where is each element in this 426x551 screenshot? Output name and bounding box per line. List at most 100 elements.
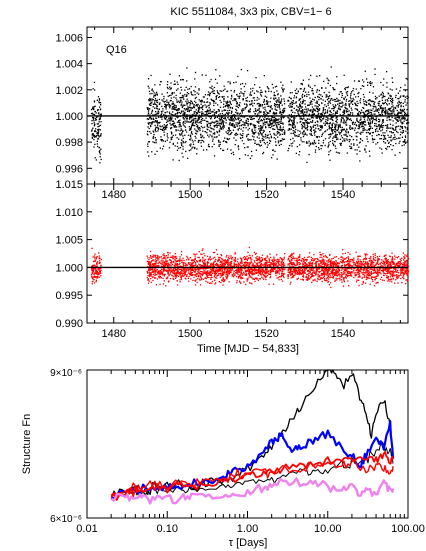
data-point: [185, 275, 188, 277]
data-point: [262, 274, 264, 276]
data-point: [98, 147, 100, 149]
data-point: [268, 88, 270, 90]
data-point: [207, 274, 209, 277]
data-point: [334, 141, 336, 143]
data-point: [328, 107, 330, 109]
data-point: [272, 149, 274, 151]
data-point: [358, 121, 360, 123]
data-point: [303, 118, 305, 120]
data-point: [275, 104, 278, 106]
data-point: [316, 136, 319, 138]
data-point: [166, 270, 168, 272]
data-point: [239, 257, 242, 259]
data-point: [202, 265, 204, 267]
data-point: [266, 99, 268, 102]
data-point: [258, 137, 260, 139]
data-point: [329, 122, 332, 124]
data-point: [363, 121, 365, 123]
data-point: [166, 86, 169, 89]
data-point: [156, 101, 158, 103]
data-point: [267, 256, 269, 258]
data-point: [214, 256, 216, 259]
data-point: [182, 121, 185, 123]
data-point: [304, 103, 306, 105]
data-point: [260, 274, 262, 276]
data-point: [297, 106, 299, 108]
data-point: [219, 120, 221, 122]
data-point: [95, 281, 97, 283]
data-point: [379, 106, 382, 109]
data-point: [184, 268, 187, 270]
data-point: [257, 121, 259, 123]
data-point: [235, 263, 237, 265]
data-point: [216, 95, 218, 97]
data-point: [164, 140, 166, 143]
data-point: [169, 256, 171, 258]
data-point: [354, 108, 356, 110]
data-point: [156, 265, 158, 267]
data-point: [172, 142, 174, 145]
data-point: [355, 88, 357, 90]
data-point: [99, 260, 101, 262]
data-point: [202, 130, 204, 132]
data-point: [274, 120, 276, 122]
data-point: [229, 109, 231, 112]
data-point: [394, 138, 396, 141]
data-point: [221, 121, 223, 124]
data-point: [219, 273, 221, 275]
data-point: [383, 136, 385, 138]
data-point: [391, 77, 393, 79]
data-point: [169, 107, 171, 109]
data-point: [317, 106, 319, 108]
data-point: [272, 128, 274, 130]
data-point: [156, 108, 159, 110]
data-point: [244, 122, 246, 124]
data-point: [147, 118, 150, 120]
data-point: [292, 116, 294, 118]
data-point: [216, 126, 218, 128]
data-point: [345, 107, 347, 109]
data-point: [289, 124, 291, 126]
data-point: [237, 275, 240, 277]
data-point: [217, 120, 219, 122]
data-point: [152, 141, 154, 143]
data-point: [396, 120, 399, 122]
data-point: [282, 89, 284, 91]
data-point: [349, 128, 351, 130]
data-point: [341, 96, 343, 99]
data-point: [149, 263, 151, 265]
data-point: [404, 84, 406, 86]
data-point: [179, 262, 181, 264]
data-point: [382, 96, 384, 98]
data-point: [178, 138, 180, 140]
data-point: [157, 110, 159, 113]
data-point: [93, 255, 96, 257]
data-point: [265, 91, 267, 93]
data-point: [266, 262, 268, 264]
data-point: [94, 260, 97, 262]
data-point: [177, 108, 179, 110]
data-point: [260, 119, 263, 121]
data-point: [164, 255, 166, 257]
data-point: [199, 267, 202, 270]
data-point: [97, 126, 99, 128]
data-point: [183, 259, 185, 262]
data-point: [260, 129, 262, 131]
data-point: [265, 260, 267, 262]
data-point: [240, 264, 242, 266]
data-point: [329, 118, 331, 120]
data-point: [236, 266, 238, 268]
data-point: [269, 131, 271, 133]
data-point: [204, 270, 206, 272]
data-point: [312, 92, 314, 94]
data-point: [268, 260, 271, 262]
data-point: [93, 120, 95, 122]
data-point: [322, 118, 325, 120]
data-point: [148, 155, 150, 157]
data-point: [310, 109, 312, 111]
panel-top-xticks: 1480 1500 1520 1540: [94, 27, 401, 201]
data-point: [396, 109, 398, 112]
data-point: [400, 126, 402, 128]
data-point: [97, 123, 100, 125]
data-point: [252, 97, 254, 99]
